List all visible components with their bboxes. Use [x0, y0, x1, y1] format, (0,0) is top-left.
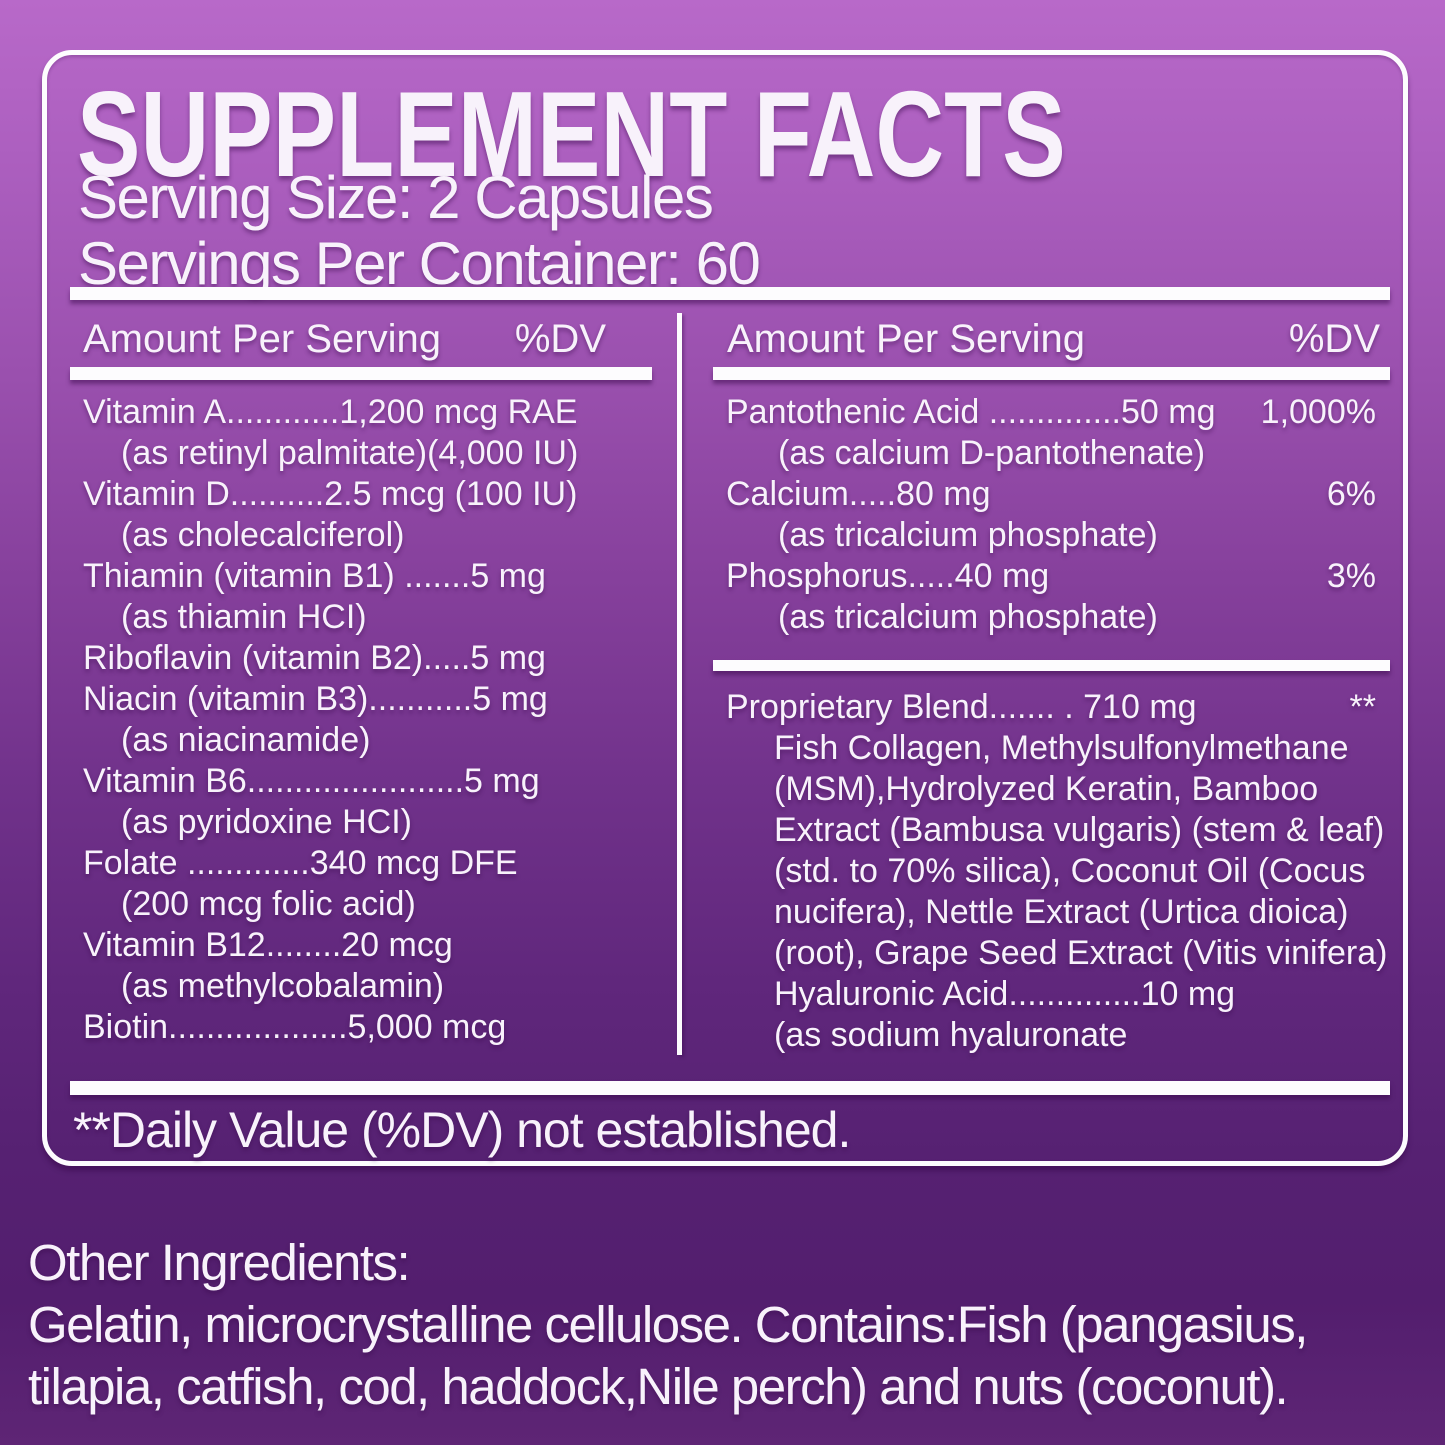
- nutrient-amount-text: Vitamin D..........2.5 mcg (100 IU): [83, 475, 578, 513]
- proprietary-blend-dv-value: **: [1349, 688, 1376, 726]
- right-nutrient-rows: Pantothenic Acid ..............50 mg 1,0…: [713, 392, 1390, 638]
- other-ingredients-heading: Other Ingredients:: [28, 1234, 411, 1291]
- proprietary-blend-ingredient-line: Fish Collagen, Methylsulfonylmethane: [774, 729, 1349, 767]
- other-ingredients-text: Gelatin, microcrystalline cellulose. Con…: [28, 1294, 1428, 1418]
- serving-size-line: Serving Size: 2 Capsules: [78, 164, 714, 231]
- panel-title: SUPPLEMENT FACTS: [77, 66, 1066, 202]
- left-column-header: Amount Per Serving %DV: [70, 315, 652, 363]
- servings-per-container-line: Servings Per Container: 60: [78, 230, 761, 297]
- nutrient-source-text: (as cholecalciferol): [121, 516, 405, 554]
- divider-thick-bottom: [70, 1081, 1390, 1095]
- nutrient-amount-text: Biotin...................5,000 mcg: [83, 1008, 507, 1046]
- nutrient-row: Calcium.....80 mg 6% (as tricalcium phos…: [726, 474, 1390, 556]
- nutrient-row: Vitamin B6.......................5 mg (a…: [83, 761, 652, 843]
- nutrient-source-text: (as methylcobalamin): [121, 967, 445, 1005]
- nutrient-amount-text: Calcium.....80 mg: [726, 475, 991, 513]
- right-header-underline: [713, 367, 1390, 380]
- left-header-underline: [70, 367, 652, 380]
- nutrient-source-text: (as thiamin HCI): [121, 598, 367, 636]
- proprietary-blend-ingredients: Fish Collagen, Methylsulfonylmethane (MS…: [726, 728, 1390, 1056]
- serving-info: Serving Size: 2 Capsules Servings Per Co…: [78, 164, 761, 297]
- nutrient-dv-value: 3%: [1326, 557, 1376, 595]
- amount-per-serving-header: Amount Per Serving: [83, 317, 441, 361]
- proprietary-blend-ingredient-line: (std. to 70% silica), Coconut Oil (Cocus: [774, 852, 1366, 890]
- nutrient-amount-text: Vitamin B12........20 mcg: [83, 926, 453, 964]
- nutrient-amount-text: Phosphorus.....40 mg: [726, 557, 1050, 595]
- nutrient-row: Pantothenic Acid ..............50 mg 1,0…: [726, 392, 1390, 474]
- nutrient-source-text: (as tricalcium phosphate): [778, 516, 1158, 554]
- nutrient-amount-text: Vitamin A............1,200 mcg RAE: [83, 393, 578, 431]
- divider-thick-top: [70, 287, 1390, 300]
- nutrient-row: Folate .............340 mcg DFE (200 mcg…: [83, 843, 652, 925]
- nutrient-row: Biotin...................5,000 mcg: [83, 1007, 652, 1048]
- percent-dv-header: %DV: [514, 317, 606, 361]
- nutrient-source-text: (as tricalcium phosphate): [778, 598, 1158, 636]
- nutrient-row: Vitamin A............1,200 mcg RAE (as r…: [83, 392, 652, 474]
- right-column-thin-divider: [713, 660, 1390, 671]
- nutrient-source-text: (as niacinamide): [121, 721, 371, 759]
- other-ingredients-line: Gelatin, microcrystalline cellulose. Con…: [28, 1296, 1308, 1353]
- other-ingredients-line: tilapia, catfish, cod, haddock,Nile perc…: [28, 1358, 1289, 1415]
- nutrient-amount-text: Pantothenic Acid ..............50 mg: [726, 393, 1216, 431]
- nutrient-source-text: (200 mcg folic acid): [121, 885, 416, 923]
- nutrient-row: Phosphorus.....40 mg 3% (as tricalcium p…: [726, 556, 1390, 638]
- right-column: Amount Per Serving %DV Pantothenic Acid …: [713, 315, 1390, 1056]
- nutrient-row: Vitamin B12........20 mcg (as methylcoba…: [83, 925, 652, 1007]
- nutrient-dv-value: 1,000%: [1260, 393, 1376, 431]
- proprietary-blend-row: Proprietary Blend....... . 710 mg ** Fis…: [713, 687, 1390, 1056]
- nutrient-row: Vitamin D..........2.5 mcg (100 IU) (as …: [83, 474, 652, 556]
- daily-value-footnote: **Daily Value (%DV) not established.: [73, 1102, 851, 1158]
- left-nutrient-rows: Vitamin A............1,200 mcg RAE (as r…: [70, 392, 652, 1048]
- proprietary-blend-ingredient-line: (as sodium hyaluronate: [774, 1016, 1128, 1054]
- other-ingredients-section: Other Ingredients: Gelatin, microcrystal…: [28, 1232, 1428, 1418]
- proprietary-blend-ingredient-line: Extract (Bambusa vulgaris) (stem & leaf): [774, 811, 1385, 849]
- nutrient-row: Niacin (vitamin B3)...........5 mg (as n…: [83, 679, 652, 761]
- supplement-facts-panel: SUPPLEMENT FACTS Serving Size: 2 Capsule…: [42, 50, 1408, 1166]
- proprietary-blend-ingredient-line: (MSM),Hydrolyzed Keratin, Bamboo: [774, 770, 1319, 808]
- nutrient-amount-text: Riboflavin (vitamin B2).....5 mg: [83, 639, 546, 677]
- nutrient-row: Riboflavin (vitamin B2).....5 mg: [83, 638, 652, 679]
- nutrient-dv-value: 6%: [1326, 475, 1376, 513]
- nutrient-amount-text: Vitamin B6.......................5 mg: [83, 762, 540, 800]
- proprietary-blend-ingredient-line: Hyaluronic Acid..............10 mg: [774, 975, 1236, 1013]
- nutrient-amount-text: Thiamin (vitamin B1) .......5 mg: [83, 557, 546, 595]
- nutrient-source-text: (as pyridoxine HCI): [121, 803, 412, 841]
- proprietary-blend-amount-text: Proprietary Blend....... . 710 mg: [726, 688, 1197, 726]
- amount-per-serving-header: Amount Per Serving: [727, 317, 1085, 361]
- nutrient-amount-text: Folate .............340 mcg DFE: [83, 844, 518, 882]
- right-column-header: Amount Per Serving %DV: [713, 315, 1390, 363]
- nutrient-amount-text: Niacin (vitamin B3)...........5 mg: [83, 680, 548, 718]
- proprietary-blend-ingredient-line: (root), Grape Seed Extract (Vitis vinife…: [774, 934, 1388, 972]
- percent-dv-header: %DV: [1288, 317, 1380, 361]
- nutrient-source-text: (as calcium D-pantothenate): [778, 434, 1206, 472]
- nutrient-source-text: (as retinyl palmitate)(4,000 IU): [121, 434, 579, 472]
- column-divider: [677, 313, 682, 1055]
- proprietary-blend-ingredient-line: nucifera), Nettle Extract (Urtica dioica…: [774, 893, 1349, 931]
- left-column: Amount Per Serving %DV Vitamin A........…: [70, 315, 652, 1048]
- nutrient-row: Thiamin (vitamin B1) .......5 mg (as thi…: [83, 556, 652, 638]
